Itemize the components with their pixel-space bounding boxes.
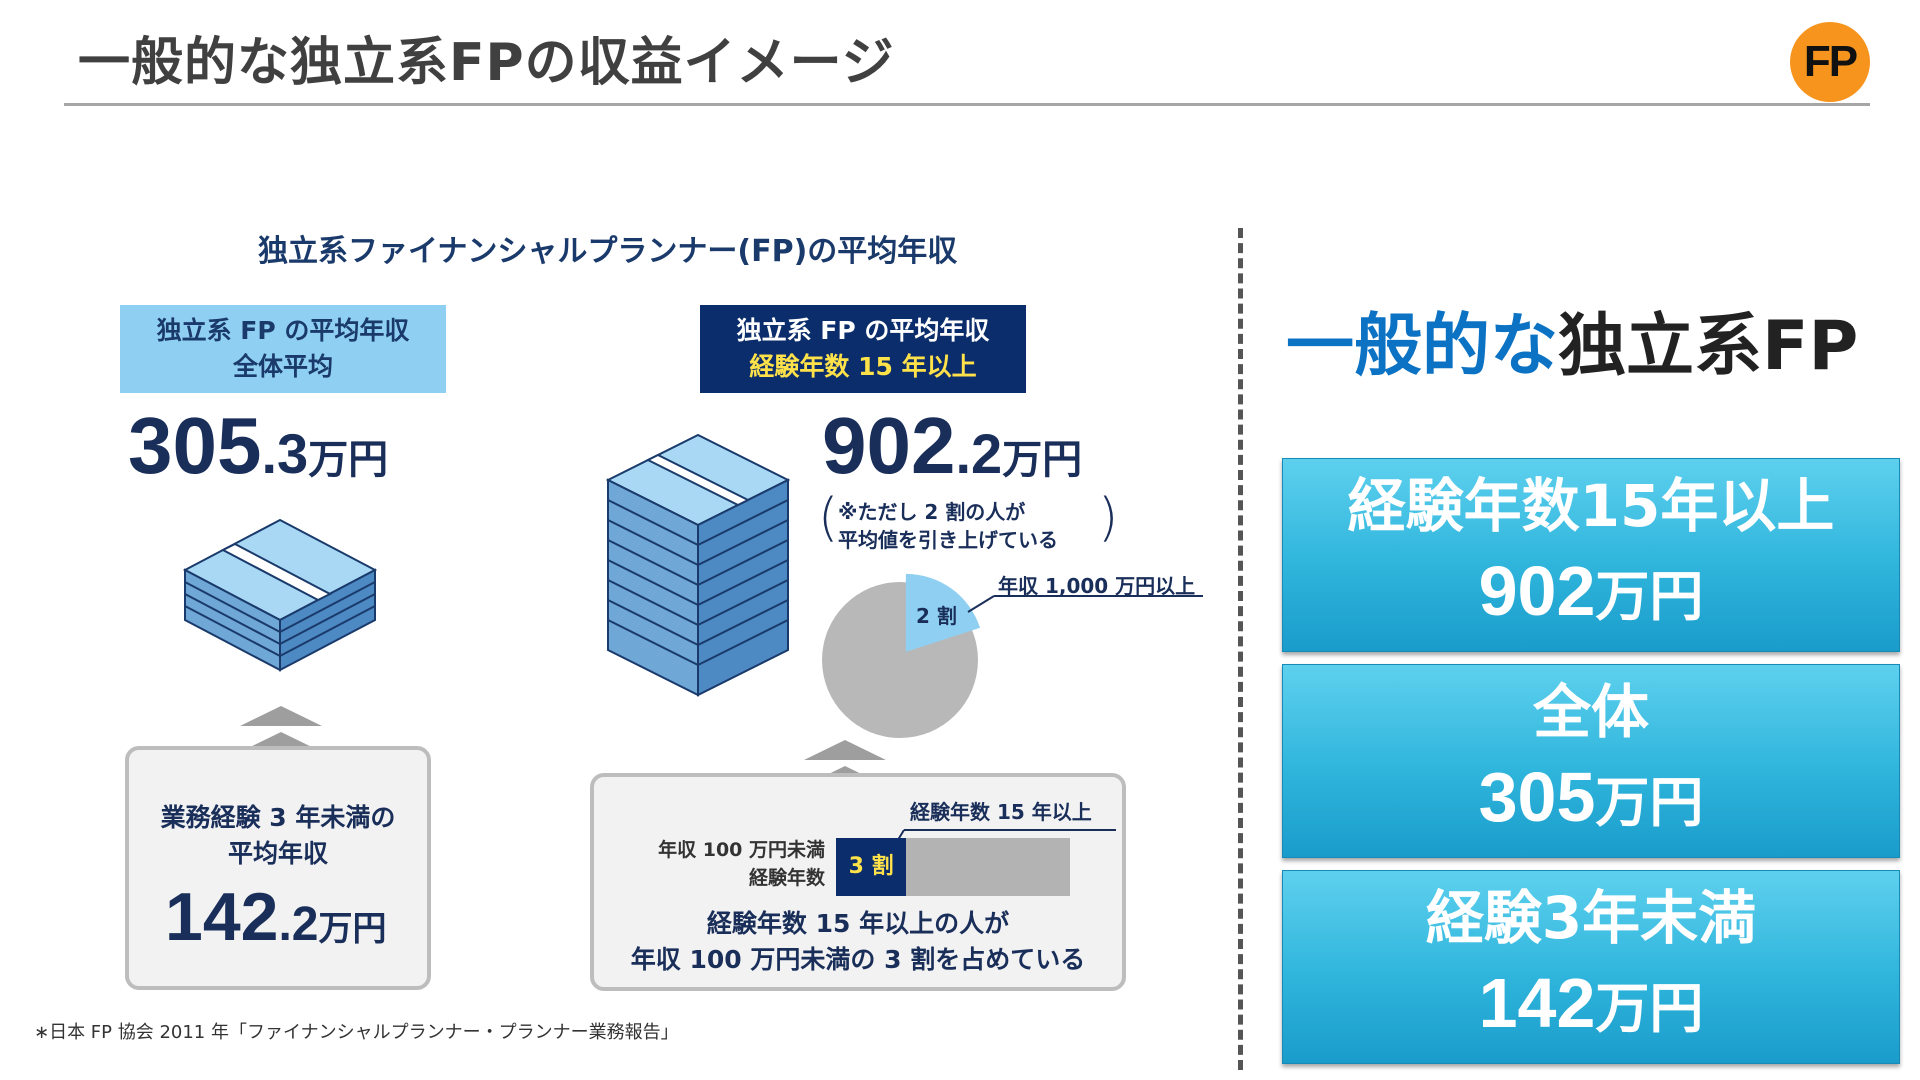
bar-value-label: 3 割 (848, 854, 894, 879)
card-number: 142 (1478, 964, 1596, 1042)
average-note: ※ただし 2 割の人が 平均値を引き上げている (838, 498, 1058, 554)
summary-title-highlight: 一般的な (1286, 307, 1559, 386)
experienced-tag-line2: 経験年数 15 年以上 (749, 352, 977, 381)
pie-callout-label: 年収 1,000 万円以上 (998, 574, 1196, 598)
card-value: 305万円 (1283, 749, 1899, 851)
summary-card-experienced: 経験年数15年以上 902万円 (1282, 458, 1900, 652)
bar-label-line1: 年収 100 万円未満 (658, 839, 825, 861)
junior-value-decimal: .2 (278, 898, 319, 951)
pie-highlight-slice (905, 573, 981, 652)
card-label: 全体 (1532, 678, 1649, 746)
experienced-average-tag: 独立系 FP の平均年収 経験年数 15 年以上 (700, 305, 1026, 393)
source-footnote: ∗日本 FP 協会 2011 年「ファイナンシャルプランナー・プランナー業務報告… (34, 1022, 679, 1043)
experienced-average-value: 902.2万円 (822, 400, 1082, 492)
overall-tag-line2: 全体平均 (232, 352, 333, 381)
card-value: 902万円 (1283, 543, 1899, 645)
summary-title-main: 独立系FP (1558, 307, 1859, 386)
pie-slice-label: 2 割 (916, 604, 957, 628)
bar-label-line2: 経験年数 (748, 867, 825, 889)
summary-title: 一般的な独立系FP (1286, 290, 1858, 389)
vertical-divider (1238, 228, 1243, 1070)
experienced-value-main: 902 (822, 401, 956, 490)
junior-caption-line2: 平均年収 (227, 839, 328, 868)
card-value: 142万円 (1283, 955, 1899, 1057)
experienced-value-unit: 万円 (1002, 438, 1083, 482)
overall-value-main: 305 (128, 401, 262, 490)
card-unit: 万円 (1595, 977, 1704, 1040)
bar-row-label: 年収 100 万円未満 経験年数 (620, 836, 825, 892)
experienced-tag-line1: 独立系 FP の平均年収 (736, 316, 990, 345)
summary-card-junior: 経験3年未満 142万円 (1282, 870, 1900, 1064)
note-line2: 平均値を引き上げている (838, 528, 1058, 552)
junior-value-unit: 万円 (318, 910, 387, 948)
experienced-value-decimal: .2 (955, 422, 1003, 485)
title-divider (64, 103, 1870, 106)
small-money-stack-illustration (182, 518, 378, 672)
overall-value-unit: 万円 (308, 438, 389, 482)
note-line1: ※ただし 2 割の人が (838, 500, 1026, 524)
junior-value-main: 142 (165, 879, 279, 955)
card-unit: 万円 (1595, 771, 1704, 834)
junior-income-value: 142.2万円 (165, 878, 387, 956)
large-money-stack-illustration (605, 433, 791, 697)
card-number: 902 (1478, 552, 1596, 630)
card-number: 305 (1478, 758, 1596, 836)
top-earners-pie-chart (822, 573, 1203, 738)
junior-income-box (125, 746, 431, 990)
overall-tag-line1: 独立系 FP の平均年収 (156, 316, 410, 345)
fp-logo: FP (1790, 22, 1870, 102)
low-income-caption-line1: 経験年数 15 年以上の人が (706, 909, 1010, 938)
infographic-title: 独立系ファイナンシャルプランナー(FP)の平均年収 (258, 234, 958, 269)
overall-average-tag: 独立系 FP の平均年収 全体平均 (120, 305, 446, 393)
experienced-low-income-caption: 経験年数 15 年以上の人が 年収 100 万円未満の 3 割を占めている (590, 906, 1126, 978)
card-unit: 万円 (1595, 565, 1704, 628)
card-label: 経験年数15年以上 (1347, 472, 1835, 540)
pie-callout-pointer (967, 595, 995, 613)
low-income-caption-line2: 年収 100 万円未満の 3 割を占めている (630, 945, 1086, 974)
junior-income-caption: 業務経験 3 年未満の 平均年収 (125, 800, 431, 872)
page-title: 一般的な独立系FPの収益イメージ (78, 33, 895, 93)
overall-average-value: 305.3万円 (128, 400, 388, 492)
junior-caption-line1: 業務経験 3 年未満の (160, 803, 396, 832)
summary-card-overall: 全体 305万円 (1282, 664, 1900, 858)
card-label: 経験3年未満 (1425, 884, 1757, 952)
note-left-bracket: ( (818, 488, 839, 548)
overall-value-decimal: .3 (261, 422, 309, 485)
experienced-bar-fill: 3 割 (836, 838, 907, 896)
bar-title: 経験年数 15 年以上 (910, 800, 1092, 824)
note-right-bracket: ) (1098, 488, 1119, 548)
